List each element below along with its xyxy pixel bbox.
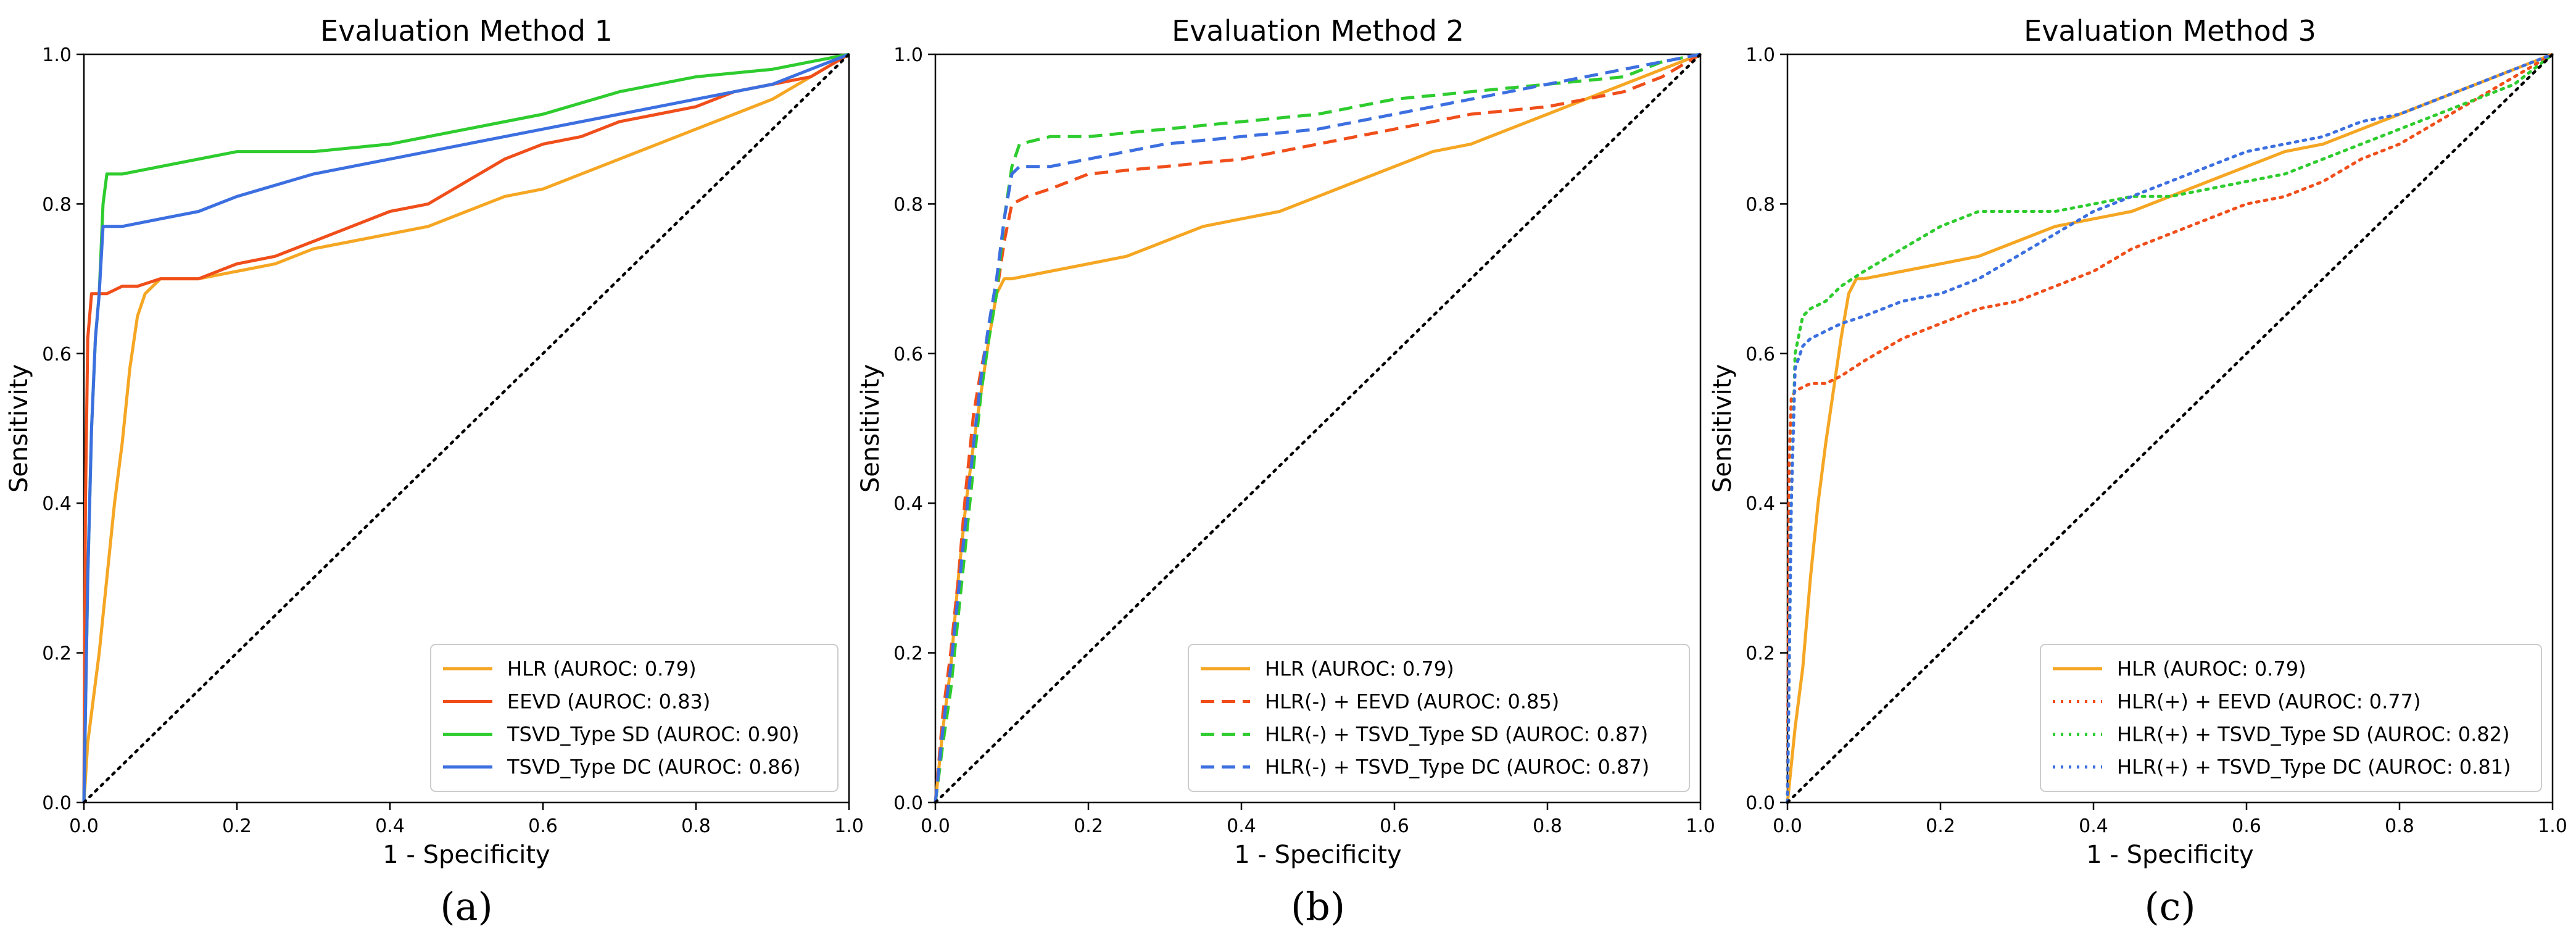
y-tick-label: 0.2 — [893, 643, 923, 665]
legend-box — [1188, 644, 1690, 792]
panel-label: (b) — [1291, 884, 1345, 929]
legend: HLR (AUROC: 0.79) HLR(+) + EEVD (AUROC: 0… — [2040, 644, 2542, 792]
legend-label: HLR (AUROC: 0.79) — [507, 657, 697, 681]
y-tick-label: 0.8 — [893, 194, 923, 215]
y-axis-label: Sensitivity — [856, 364, 885, 493]
legend-label: HLR(-) + TSVD_Type DC (AUROC: 0.87) — [1265, 756, 1649, 779]
x-tick-label: 1.0 — [1686, 815, 1715, 837]
x-tick-label: 0.4 — [375, 815, 405, 837]
legend-label: HLR(+) + EEVD (AUROC: 0.77) — [2117, 690, 2421, 714]
x-tick-label: 0.0 — [69, 815, 99, 837]
chance-diagonal-line — [934, 52, 1702, 804]
x-tick-label: 0.4 — [1227, 815, 1256, 837]
series-line-2 — [1786, 52, 2554, 804]
chart-title: Evaluation Method 1 — [320, 14, 613, 48]
legend: HLR (AUROC: 0.79) EEVD (AUROC: 0.83) TSVD_… — [430, 644, 839, 792]
series-line-1 — [1786, 52, 2553, 803]
y-tick-label: 1.0 — [1746, 44, 1775, 66]
y-tick-label: 0.6 — [1746, 344, 1775, 365]
legend: HLR (AUROC: 0.79) HLR(-) + EEVD (AUROC: 0… — [1188, 644, 1690, 792]
legend-label: HLR(-) + TSVD_Type SD (AUROC: 0.87) — [1265, 723, 1648, 746]
legend-box — [430, 644, 839, 792]
y-tick-label: 0.0 — [893, 793, 923, 814]
x-tick-label: 0.2 — [1074, 815, 1103, 837]
x-tick-label: 0.6 — [2232, 815, 2261, 837]
y-tick-label: 0.2 — [42, 643, 72, 665]
series-line-4 — [82, 52, 850, 803]
chart-panel-2: Evaluation Method 2 0.0 0.2 0.4 0.6 0.8 1.0 0.0… — [856, 14, 1715, 929]
series-line-3 — [934, 52, 1701, 803]
x-tick-label: 0.6 — [528, 815, 558, 837]
plot-frame — [83, 53, 850, 804]
legend-label: HLR(+) + TSVD_Type DC (AUROC: 0.81) — [2117, 756, 2511, 779]
chart-title: Evaluation Method 3 — [2024, 14, 2316, 48]
panel-label: (c) — [2144, 884, 2195, 929]
series-line-4 — [934, 52, 1701, 803]
y-tick-label: 0.6 — [893, 344, 923, 365]
chance-diagonal-line — [1786, 52, 2554, 804]
x-axis-label: 1 - Specificity — [383, 841, 550, 869]
x-tick-label: 0.2 — [1926, 815, 1955, 837]
x-tick-label: 0.8 — [1533, 815, 1562, 837]
series-line-2 — [82, 52, 850, 803]
legend-label: TSVD_Type SD (AUROC: 0.90) — [507, 723, 799, 746]
y-tick-label: 1.0 — [893, 44, 923, 66]
x-tick-label: 1.0 — [834, 815, 864, 837]
x-tick-label: 1.0 — [2538, 815, 2567, 837]
y-tick-label: 0.0 — [1746, 793, 1775, 814]
legend-label: EEVD (AUROC: 0.83) — [507, 690, 710, 714]
y-tick-label: 0.8 — [42, 194, 72, 215]
chart-title: Evaluation Method 2 — [1172, 14, 1464, 48]
panel-label: (a) — [440, 884, 492, 929]
x-tick-label: 0.2 — [222, 815, 252, 837]
x-tick-label: 0.6 — [1380, 815, 1409, 837]
legend-label: HLR(-) + EEVD (AUROC: 0.85) — [1265, 690, 1559, 714]
y-tick-label: 0.4 — [1746, 493, 1775, 515]
x-axis-label: 1 - Specificity — [2086, 841, 2253, 869]
x-tick-label: 0.0 — [921, 815, 950, 837]
x-axis-label: 1 - Specificity — [1234, 841, 1401, 869]
chart-panel-3: Evaluation Method 3 0.0 0.2 0.4 0.6 0.8 1.0 0.0… — [1708, 14, 2567, 929]
y-axis-label: Sensitivity — [5, 364, 33, 493]
legend-label: HLR (AUROC: 0.79) — [1265, 657, 1454, 681]
y-tick-label: 1.0 — [42, 44, 72, 66]
y-tick-label: 0.8 — [1746, 194, 1775, 215]
x-tick-label: 0.4 — [2079, 815, 2108, 837]
series-line-3 — [1786, 52, 2554, 804]
legend-box — [2040, 644, 2542, 792]
x-tick-label: 0.0 — [1773, 815, 1802, 837]
y-tick-label: 0.0 — [42, 793, 72, 814]
series-line-1 — [82, 52, 850, 803]
legend-label: HLR (AUROC: 0.79) — [2117, 657, 2306, 681]
x-tick-label: 0.8 — [2385, 815, 2414, 837]
y-tick-label: 0.4 — [42, 493, 72, 515]
y-tick-label: 0.2 — [1746, 643, 1775, 665]
plot-frame — [934, 53, 1702, 804]
plot-frame — [1786, 53, 2554, 804]
y-tick-label: 0.4 — [893, 493, 923, 515]
legend-label: HLR(+) + TSVD_Type SD (AUROC: 0.82) — [2117, 723, 2510, 746]
chance-diagonal-line — [82, 52, 851, 804]
y-tick-label: 0.6 — [42, 344, 72, 365]
chart-panel-1: Evaluation Method 1 0.0 0.2 0.4 0.6 0.8 1.0 0.0… — [5, 14, 864, 929]
y-axis-label: Sensitivity — [1708, 364, 1737, 493]
series-line-2 — [934, 52, 1702, 803]
x-tick-label: 0.8 — [681, 815, 711, 837]
legend-label: TSVD_Type DC (AUROC: 0.86) — [507, 756, 800, 779]
